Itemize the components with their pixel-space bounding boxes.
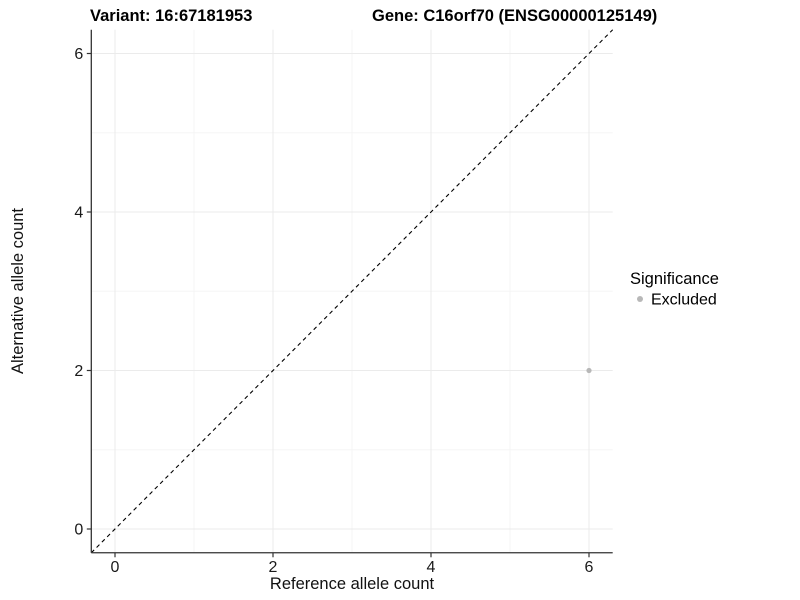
y-axis-tick-labels: 0 2 4 6	[74, 46, 83, 539]
x-tick-label: 0	[111, 559, 120, 576]
x-tick-label: 4	[427, 559, 436, 576]
x-axis-title: Reference allele count	[270, 575, 435, 593]
major-grid-lines	[91, 29, 613, 553]
identity-line	[90, 29, 614, 554]
legend-key-point	[637, 296, 643, 302]
plot-title-gene: Gene: C16orf70 (ENSG00000125149)	[372, 7, 657, 25]
y-tick-label: 4	[74, 205, 83, 222]
legend-entry-label: Excluded	[651, 292, 717, 309]
x-tick-label: 2	[269, 559, 278, 576]
y-axis-title: Alternative allele count	[9, 208, 27, 374]
y-tick-label: 0	[74, 522, 83, 539]
y-tick-label: 2	[74, 363, 83, 380]
x-tick-label: 6	[585, 559, 594, 576]
identity-dashed-line	[90, 29, 614, 554]
axis-lines	[90, 29, 613, 554]
legend: Significance Excluded	[630, 270, 719, 309]
legend-title: Significance	[630, 270, 719, 288]
axis-tick-marks	[86, 52, 590, 558]
y-tick-label: 6	[74, 46, 83, 63]
x-axis-tick-labels: 0 2 4 6	[111, 559, 594, 576]
legend-entries: Excluded	[637, 292, 717, 309]
data-points	[586, 367, 592, 374]
data-point	[586, 367, 592, 374]
plot-title-variant: Variant: 16:67181953	[90, 7, 252, 25]
